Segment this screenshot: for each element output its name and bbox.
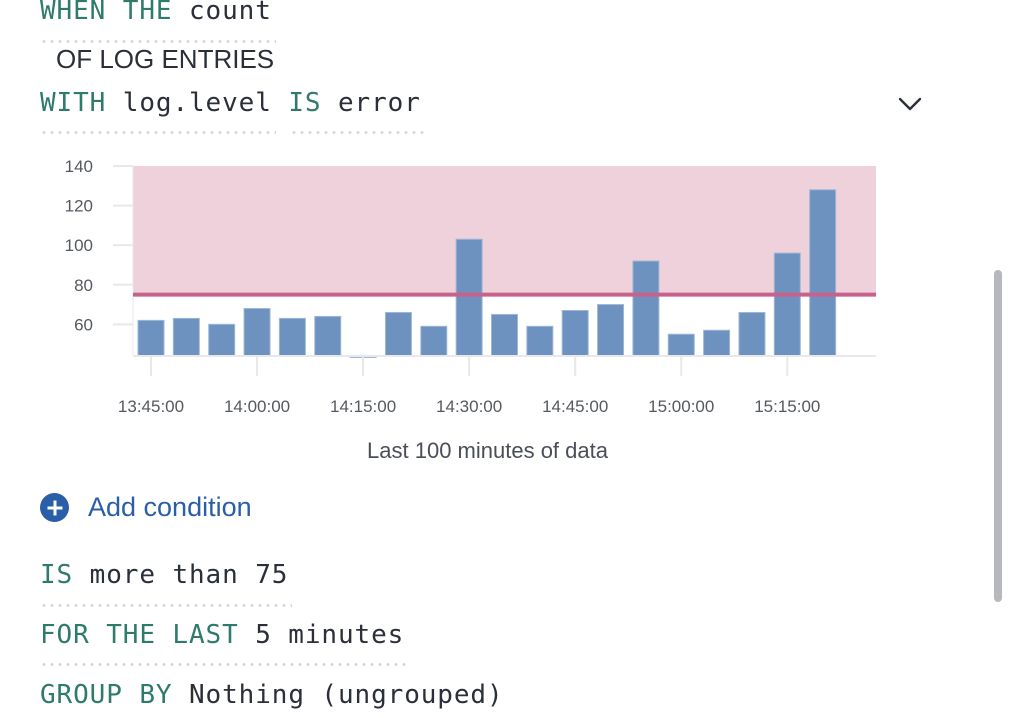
bar: [314, 315, 342, 357]
add-condition-label: Add condition: [88, 492, 252, 522]
with-clause[interactable]: WITH log.level IS error: [40, 88, 421, 118]
for-the-last-keyword: FOR THE LAST: [40, 620, 239, 650]
window-underline: [40, 663, 410, 666]
x-tick-label: 14:45:00: [542, 397, 608, 416]
y-tick-label: 120: [65, 197, 93, 216]
bar: [243, 308, 271, 357]
bar: [561, 309, 589, 357]
window-clause[interactable]: FOR THE LAST 5 minutes: [40, 620, 404, 650]
bar: [809, 189, 837, 357]
window-value[interactable]: 5 minutes: [255, 620, 405, 650]
bar: [703, 329, 731, 357]
add-condition-button[interactable]: Add condition: [40, 492, 252, 523]
bar: [738, 311, 766, 357]
threshold-clause[interactable]: IS more than 75: [40, 560, 288, 590]
threshold-region: [133, 166, 876, 295]
with-keyword: WITH: [40, 88, 107, 118]
when-keyword: WHEN THE: [40, 0, 173, 26]
bar: [597, 304, 625, 357]
x-tick-label: 15:15:00: [754, 397, 820, 416]
bar: [526, 325, 554, 357]
y-tick-label: 100: [65, 236, 93, 255]
y-tick-label: 80: [74, 276, 93, 295]
x-tick-label: 15:00:00: [648, 397, 714, 416]
is-keyword: IS: [288, 88, 322, 118]
group-by-keyword: GROUP BY: [40, 680, 173, 710]
bar: [491, 313, 518, 357]
bar: [773, 252, 801, 357]
group-by-value[interactable]: Nothing (ungrouped): [189, 680, 504, 710]
bar: [455, 238, 483, 357]
bar: [278, 317, 306, 357]
filter-value-underline: [290, 131, 426, 134]
aggregation-value[interactable]: count: [189, 0, 272, 26]
group-by-clause[interactable]: GROUP BY Nothing (ungrouped): [40, 680, 504, 710]
threshold-comparator[interactable]: more than: [89, 560, 239, 590]
chevron-down-icon[interactable]: [896, 94, 924, 114]
threshold-is-keyword: IS: [40, 560, 74, 590]
bar: [420, 325, 448, 357]
bar: [172, 317, 200, 357]
x-tick-label: 14:00:00: [224, 397, 290, 416]
aggregation-underline: [40, 40, 276, 43]
when-clause[interactable]: WHEN THE count: [40, 0, 272, 26]
bar: [667, 333, 695, 357]
x-tick-label: 13:45:00: [118, 397, 184, 416]
x-tick-label: 14:15:00: [330, 397, 396, 416]
filter-value[interactable]: error: [338, 88, 421, 118]
bar: [137, 319, 165, 357]
filter-field[interactable]: log.level: [122, 88, 272, 118]
x-tick-label: 14:30:00: [436, 397, 502, 416]
threshold-value[interactable]: 75: [255, 560, 289, 590]
filter-field-underline: [40, 131, 276, 134]
bar: [632, 260, 660, 357]
scrollbar-thumb[interactable]: [994, 270, 1002, 602]
y-tick-label: 140: [65, 157, 93, 176]
log-count-chart: 60 80 100 120 140 13:45:00 14:00:00 14:15:00 14:…: [65, 157, 876, 416]
of-log-entries-label: OF LOG ENTRIES: [56, 44, 275, 74]
plus-circle-icon: [40, 493, 69, 522]
bar: [208, 323, 236, 357]
chart-x-label: Last 100 minutes of data: [367, 438, 608, 463]
bar: [384, 311, 412, 357]
y-tick-label: 60: [74, 315, 93, 334]
threshold-underline: [40, 604, 292, 607]
